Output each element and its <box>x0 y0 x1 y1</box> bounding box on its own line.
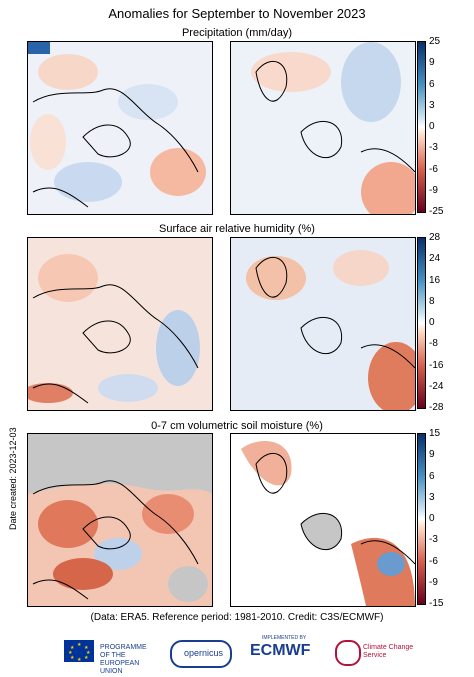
panel-title-precipitation: Precipitation (mm/day) <box>181 27 293 39</box>
colorbar-tick-label: -16 <box>429 359 444 371</box>
colorbar-tick-label: 25 <box>429 36 441 47</box>
climate-change-service-text: Climate Change Service <box>363 644 414 659</box>
colorbar-tick-label: 24 <box>429 253 441 265</box>
logo-bar: ★ ★ ★ ★ ★ ★ ★ ★ PROGRAMME OF THE EUROPEA… <box>0 632 474 675</box>
colorbar-tick-label: 28 <box>429 232 441 243</box>
colorbar-tick-label: 9 <box>429 449 435 461</box>
colorbar-tick-label: -28 <box>429 402 444 413</box>
climate-change-service-icon <box>335 640 361 666</box>
copernicus-logo: opernicus <box>170 640 232 668</box>
colorbar-tick-label: 0 <box>429 513 435 524</box>
map-north-soil-moisture <box>27 433 213 607</box>
colorbar-humidity <box>417 237 426 409</box>
colorbar-tick-label: -15 <box>429 598 444 609</box>
colorbar-tick-label: 3 <box>429 99 435 111</box>
colorbar-tick-label: 3 <box>429 491 435 503</box>
map-south-soil-moisture <box>230 433 416 607</box>
ecmwf-logo: ECMWF <box>250 642 311 659</box>
colorbar-tick-label: -6 <box>429 163 438 175</box>
map-north-precipitation <box>27 41 213 215</box>
colorbar-soil-moisture <box>417 433 426 605</box>
colorbar-tick-label: 16 <box>429 274 441 286</box>
colorbar-tick-label: -3 <box>429 534 438 546</box>
colorbar-tick-label: 6 <box>429 470 435 482</box>
colorbar-tick-label: -8 <box>429 338 438 350</box>
main-title: Anomalies for September to November 2023 <box>108 6 366 21</box>
colorbar-tick-label: 15 <box>429 428 441 439</box>
colorbar-precipitation <box>417 41 426 213</box>
colorbar-tick-label: 9 <box>429 57 435 69</box>
colorbar-tick-label: -25 <box>429 206 444 217</box>
colorbar-tick-label: -3 <box>429 142 438 154</box>
date-created: Date created: 2023-12-03 <box>8 427 18 530</box>
colorbar-tick-label: 6 <box>429 78 435 90</box>
map-south-precipitation <box>230 41 416 215</box>
panel-title-soil-moisture: 0-7 cm volumetric soil moisture (%) <box>151 420 323 432</box>
panel-title-humidity: Surface air relative humidity (%) <box>159 223 315 235</box>
colorbar-tick-label: 0 <box>429 121 435 132</box>
colorbar-tick-label: -9 <box>429 184 438 196</box>
colorbar-tick-label: -9 <box>429 576 438 588</box>
copernicus-text: opernicus <box>184 648 224 658</box>
colorbar-tick-label: 0 <box>429 317 435 328</box>
colorbar-tick-label: -6 <box>429 555 438 567</box>
implemented-by-text: IMPLEMENTED BY <box>262 635 307 641</box>
colorbar-tick-label: -24 <box>429 380 444 392</box>
map-south-humidity <box>230 237 416 411</box>
eu-flag-icon: ★ ★ ★ ★ ★ ★ ★ ★ <box>64 640 94 663</box>
colorbar-tick-label: 8 <box>429 295 435 307</box>
data-credit: (Data: ERA5. Reference period: 1981-2010… <box>90 612 384 623</box>
map-north-humidity <box>27 237 213 411</box>
eu-programme-text: PROGRAMME OF THE EUROPEAN UNION <box>100 644 147 675</box>
